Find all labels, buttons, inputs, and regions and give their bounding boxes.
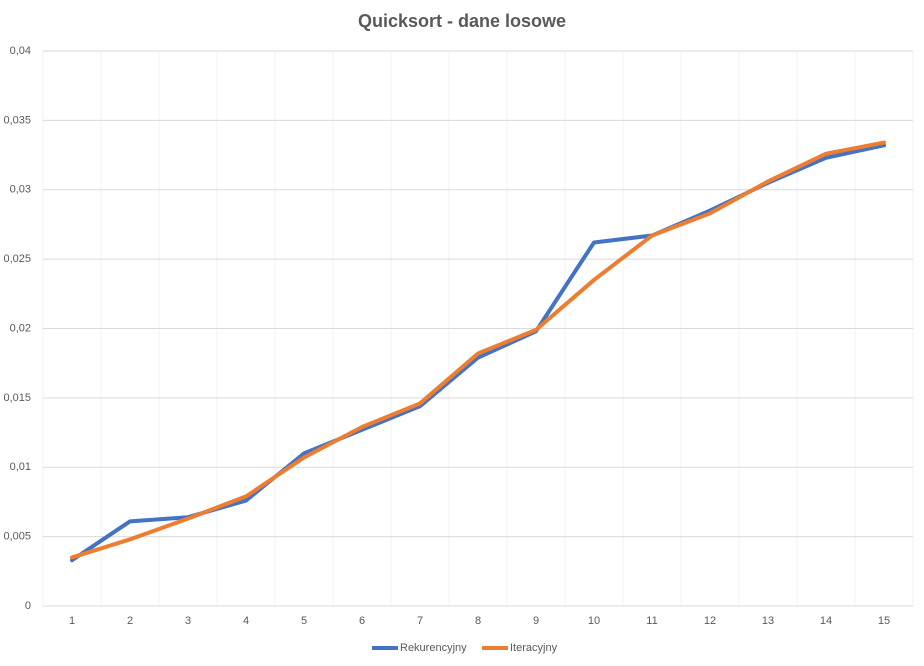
y-tick-label: 0,025 <box>3 253 31 265</box>
y-tick-label: 0 <box>25 600 31 612</box>
x-tick-label: 10 <box>588 615 600 627</box>
x-tick-label: 6 <box>359 615 365 627</box>
y-tick-label: 0,005 <box>3 531 31 543</box>
x-tick-label: 2 <box>127 615 133 627</box>
legend-label: Rekurencyjny <box>400 642 467 654</box>
x-tick-label: 9 <box>533 615 539 627</box>
series-line <box>70 140 886 560</box>
x-tick-label: 11 <box>646 615 657 627</box>
y-tick-label: 0,03 <box>10 184 31 196</box>
y-tick-label: 0,02 <box>10 322 31 334</box>
x-tick-label: 3 <box>185 615 191 627</box>
y-tick-label: 0,035 <box>3 114 31 126</box>
x-tick-label: 14 <box>820 615 832 627</box>
x-tick-label: 1 <box>69 615 75 627</box>
y-tick-label: 0,01 <box>10 461 31 473</box>
y-tick-label: 0,04 <box>10 45 31 57</box>
x-tick-label: 4 <box>243 615 249 627</box>
x-tick-label: 7 <box>417 615 423 627</box>
x-tick-label: 5 <box>301 615 307 627</box>
x-tick-label: 13 <box>762 615 774 627</box>
y-tick-label: 0,015 <box>3 392 31 404</box>
x-tick-label: 15 <box>878 615 890 627</box>
x-tick-label: 12 <box>704 615 716 627</box>
x-tick-label: 8 <box>475 615 481 627</box>
legend-label: Iteracyjny <box>510 642 558 654</box>
chart-title: Quicksort - dane losowe <box>358 11 566 31</box>
